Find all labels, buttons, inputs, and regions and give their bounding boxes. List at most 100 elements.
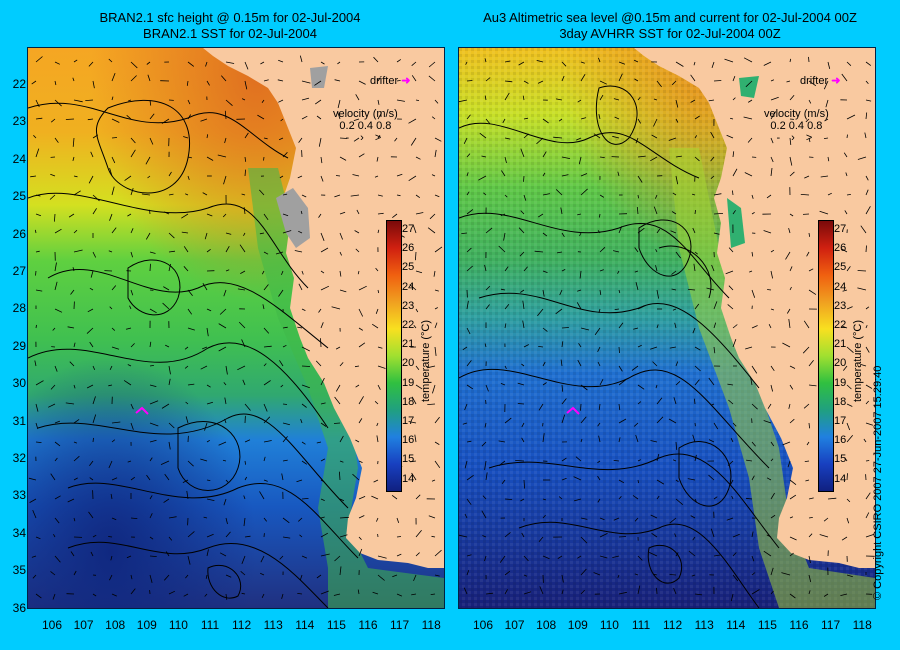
colorbar-tick-label: 19 [402,376,415,389]
colorbar-tick-label: 16 [402,434,415,447]
longitude-label: 113 [263,618,283,632]
colorbar-tick-label: 20 [402,357,415,370]
colorbar-tick-label: 24 [834,280,847,293]
latitude-label: 35 [12,563,26,578]
longitude-label: 106 [472,618,494,632]
latitude-label: 33 [12,488,26,503]
longitude-label: 107 [73,618,94,632]
latitude-label: 30 [12,376,26,391]
longitude-label: 111 [631,618,651,632]
colorbar-title-left: temperature (°C) [420,319,432,402]
latitude-axis: 22 23 24 25 26 27 28 29 30 31 32 33 34 35 36 [0,47,26,615]
colorbar-tick-label: 23 [834,299,847,312]
longitude-label: 108 [536,618,557,632]
drifter-legend-icon: ➜ [401,75,411,87]
colorbar-tick-label: 18 [402,395,415,408]
longitude-label: 115 [757,618,777,632]
longitude-label: 117 [390,618,410,632]
latitude-label: 32 [12,451,26,465]
sea-level-contours [459,85,780,608]
right-map[interactable] [458,47,876,609]
longitude-label: 106 [41,618,63,632]
velocity-legend-right: velocity (m/s) 0.2 0.4 0.8 - › > [764,108,829,144]
velocity-label: velocity (m/s) [764,108,829,120]
colorbar-tick-label: 17 [834,415,847,427]
longitude-label: 112 [232,618,252,632]
longitude-label: 111 [200,618,220,632]
colorbar-tick-label: 18 [834,395,847,408]
colorbar-tick-label: 22 [402,319,415,331]
left-map[interactable] [27,47,445,609]
right-map-svg [459,48,875,608]
longitude-label: 109 [136,618,157,632]
drifter-legend-right: drifter ➜ [800,74,840,87]
velocity-values: 0.2 0.4 0.8 [770,120,823,132]
colorbar-tick-label: 14 [402,472,415,485]
copyright-text: © Copyright CSIRO 2007 27-Jun-2007 15:29… [872,365,884,600]
australia-land [203,48,444,568]
velocity-vectors [28,55,443,600]
velocity-label: velocity (m/s) [333,108,398,120]
colorbar-tick-label: 21 [402,338,415,351]
left-title-line2: BRAN2.1 SST for 02-Jul-2004 [143,26,317,41]
longitude-label: 118 [421,618,441,632]
longitude-label: 115 [326,618,346,632]
longitude-label: 116 [789,618,809,632]
left-title-line1: BRAN2.1 sfc height @ 0.15m for 02-Jul-20… [99,10,361,25]
drifter-track [566,406,580,415]
longitude-label: 110 [599,618,619,632]
longitude-label: 110 [168,618,188,632]
latitude-label: 31 [12,413,26,428]
latitude-label: 28 [12,301,26,316]
colorbar-tick-label: 16 [834,434,847,447]
longitude-label: 107 [504,618,525,632]
colorbar-tick-label: 14 [834,472,847,485]
colorbar-left [386,220,402,492]
drifter-label: drifter [370,75,399,87]
longitude-axis-left: 106 107 108 109 110 111 112 113 114 115 116 117 118 [27,618,443,636]
sea-level-contours [28,99,359,608]
colorbar-tick-label: 15 [834,453,847,466]
left-title: BRAN2.1 sfc height @ 0.15m for 02-Jul-20… [30,10,430,42]
latitude-label: 25 [12,189,26,204]
colorbar-tick-label: 20 [834,357,847,370]
longitude-label: 116 [358,618,378,632]
longitude-label: 113 [694,618,714,632]
velocity-legend-left: velocity (m/s) 0.2 0.4 0.8 - › > [333,108,398,144]
colorbar-tick-label: 22 [834,319,847,331]
colorbar-tick-label: 21 [834,338,847,351]
drifter-legend-left: drifter ➜ [370,74,410,87]
colorbar-tick-label: 25 [834,261,847,274]
longitude-axis-right: 106 107 108 109 110 111 112 113 114 115 116 117 118 [458,618,874,636]
latitude-label: 36 [12,600,26,615]
australia-land [634,48,875,568]
colorbar-tick-label: 26 [834,242,847,255]
colorbar-tick-label: 27 [402,223,415,235]
latitude-label: 23 [12,114,26,129]
colorbar-tick-label: 23 [402,299,415,312]
colorbar-tick-label: 27 [834,223,847,235]
velocity-values: 0.2 0.4 0.8 [339,120,392,132]
colorbar-title-right: temperature (°C) [852,319,864,402]
longitude-label: 109 [567,618,588,632]
longitude-label: 114 [295,618,315,632]
latitude-label: 26 [12,226,26,241]
colorbar-tick-label: 24 [402,280,415,293]
velocity-arrows-icon: - › > [776,132,817,144]
velocity-arrows-icon: - › > [345,132,386,144]
colorbar-tick-label: 17 [402,415,415,427]
drifter-legend-icon: ➜ [831,75,841,87]
drifter-label: drifter [800,75,829,87]
right-title: Au3 Altimetric sea level @0.15m and curr… [440,10,900,42]
longitude-label: 117 [821,618,841,632]
longitude-label: 112 [663,618,683,632]
velocity-vectors [459,56,875,602]
latitude-label: 29 [12,338,26,353]
longitude-label: 114 [726,618,746,632]
colorbar-tick-label: 25 [402,261,415,274]
latitude-label: 24 [12,151,26,166]
colorbar-right [818,220,834,492]
latitude-label: 34 [12,525,26,540]
longitude-label: 108 [105,618,126,632]
latitude-label: 22 [12,77,26,91]
